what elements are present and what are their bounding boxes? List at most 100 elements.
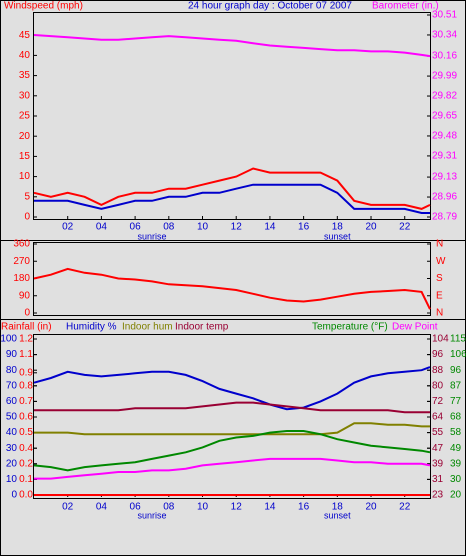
y-tick-label: 39 <box>450 458 462 469</box>
x-tick-label: 16 <box>298 222 310 233</box>
y-tick-label: E <box>436 290 443 301</box>
y-tick-label: 0 <box>24 212 30 223</box>
y-tick-label: 20 <box>450 490 462 501</box>
legend-entry: Humidity % <box>66 322 117 333</box>
plot-frame <box>33 334 431 499</box>
y-axis-label: Windspeed (mph) <box>4 1 83 12</box>
legend-entry: Indoor hum <box>122 322 173 333</box>
data-line <box>33 366 431 411</box>
x-tick-label: 16 <box>298 502 310 513</box>
x-tick-label: 18 <box>332 222 344 233</box>
y-tick-label: 0.9 <box>19 367 33 378</box>
x-tick-label: 02 <box>62 502 74 513</box>
data-line <box>34 457 431 480</box>
x-tick-label: 04 <box>96 222 108 233</box>
y-tick-label: 64 <box>432 412 444 423</box>
y-tick-label: 72 <box>432 396 444 407</box>
y-tick-label: 23 <box>432 490 444 501</box>
y-tick-label: 30 <box>6 443 18 454</box>
y-tick-label: 35 <box>19 70 31 81</box>
y-tick-label: 68 <box>450 412 462 423</box>
y-tick-label: W <box>436 256 446 267</box>
data-line <box>34 422 430 436</box>
chart-title: 24 hour graph day : October 07 2007 <box>188 1 352 12</box>
y-tick-label: 0.8 <box>19 380 33 391</box>
y-tick-label: 20 <box>6 458 18 469</box>
y-tick-label: 49 <box>450 443 462 454</box>
x-tick-label: 12 <box>231 502 243 513</box>
y-tick-label: 45 <box>19 30 31 41</box>
x-tick-label: 14 <box>264 502 276 513</box>
y-tick-label: 0.7 <box>19 396 33 407</box>
y-tick-label: 28.96 <box>432 192 457 203</box>
y-tick-label: 70 <box>6 380 18 391</box>
y-tick-label: 29.31 <box>432 151 457 162</box>
y-tick-label: 0.6 <box>19 412 33 423</box>
y-tick-label: 87 <box>450 380 462 391</box>
y-tick-label: 106 <box>450 349 466 360</box>
x-tick-label: 20 <box>365 502 377 513</box>
x-tick-label: 10 <box>197 222 209 233</box>
y-tick-label: 30.34 <box>432 30 457 41</box>
y-tick-label: 90 <box>19 290 31 301</box>
x-tick-label: 02 <box>62 222 74 233</box>
y-tick-label: 30.16 <box>432 51 457 62</box>
x-tick-label: 22 <box>399 222 411 233</box>
x-tick-label: 22 <box>399 502 411 513</box>
y-tick-label: 96 <box>432 349 444 360</box>
y-tick-label: 25 <box>19 111 31 122</box>
y-tick-label: 5 <box>24 191 30 202</box>
data-line <box>33 430 431 472</box>
y-tick-label: 0.1 <box>19 474 33 485</box>
y-tick-label: 29.65 <box>432 111 457 122</box>
y-tick-label: 77 <box>450 396 462 407</box>
x-tick-label: 12 <box>231 222 243 233</box>
x-tick-label: 14 <box>264 222 276 233</box>
y-tick-label: 30 <box>450 474 462 485</box>
y-tick-label: 0.0 <box>19 490 33 501</box>
y-tick-label: 20 <box>19 131 31 142</box>
x-tick-label: 18 <box>332 502 344 513</box>
y-tick-label: 0.4 <box>19 443 33 454</box>
annotation: sunrise <box>137 510 166 520</box>
x-tick-label: 06 <box>130 222 142 233</box>
x-tick-label: 08 <box>163 222 175 233</box>
y-tick-label: N <box>436 239 443 250</box>
y-tick-label: 360 <box>13 239 30 250</box>
data-line <box>33 167 431 210</box>
y-tick-label: 58 <box>450 427 462 438</box>
y-tick-label: 80 <box>6 365 18 376</box>
y-tick-label: 50 <box>6 412 18 423</box>
plot-frame <box>33 242 431 316</box>
x-tick-label: 04 <box>96 502 108 513</box>
annotation: sunrise <box>137 231 166 241</box>
legend-entry: Temperature (°F) <box>312 322 388 333</box>
y-tick-label: 1.1 <box>19 349 33 360</box>
y-tick-label: 80 <box>432 380 444 391</box>
y-tick-label: S <box>436 273 443 284</box>
y-tick-label: 0.2 <box>19 458 33 469</box>
x-tick-label: 10 <box>197 502 209 513</box>
y-tick-label: 96 <box>450 365 462 376</box>
data-line <box>33 34 431 58</box>
plot-frame <box>33 12 431 220</box>
y-tick-label: 30 <box>19 90 31 101</box>
y-tick-label: 40 <box>19 50 31 61</box>
y-tick-label: 100 <box>0 334 17 345</box>
y-tick-label: 0 <box>11 490 17 501</box>
data-line <box>33 267 431 310</box>
annotation: sunset <box>324 510 351 520</box>
y2-axis-label: Barometer (in.) <box>372 1 439 12</box>
y-tick-label: N <box>436 308 443 319</box>
y-tick-label: 30.51 <box>432 10 457 21</box>
y-tick-label: 60 <box>6 396 18 407</box>
data-line <box>34 401 430 414</box>
legend-entry: Indoor temp <box>175 322 229 333</box>
y-tick-label: 104 <box>432 334 449 345</box>
y-tick-label: 28.79 <box>432 212 457 223</box>
data-line <box>34 183 430 214</box>
y-tick-label: 0.5 <box>19 427 33 438</box>
y-tick-label: 55 <box>432 427 444 438</box>
